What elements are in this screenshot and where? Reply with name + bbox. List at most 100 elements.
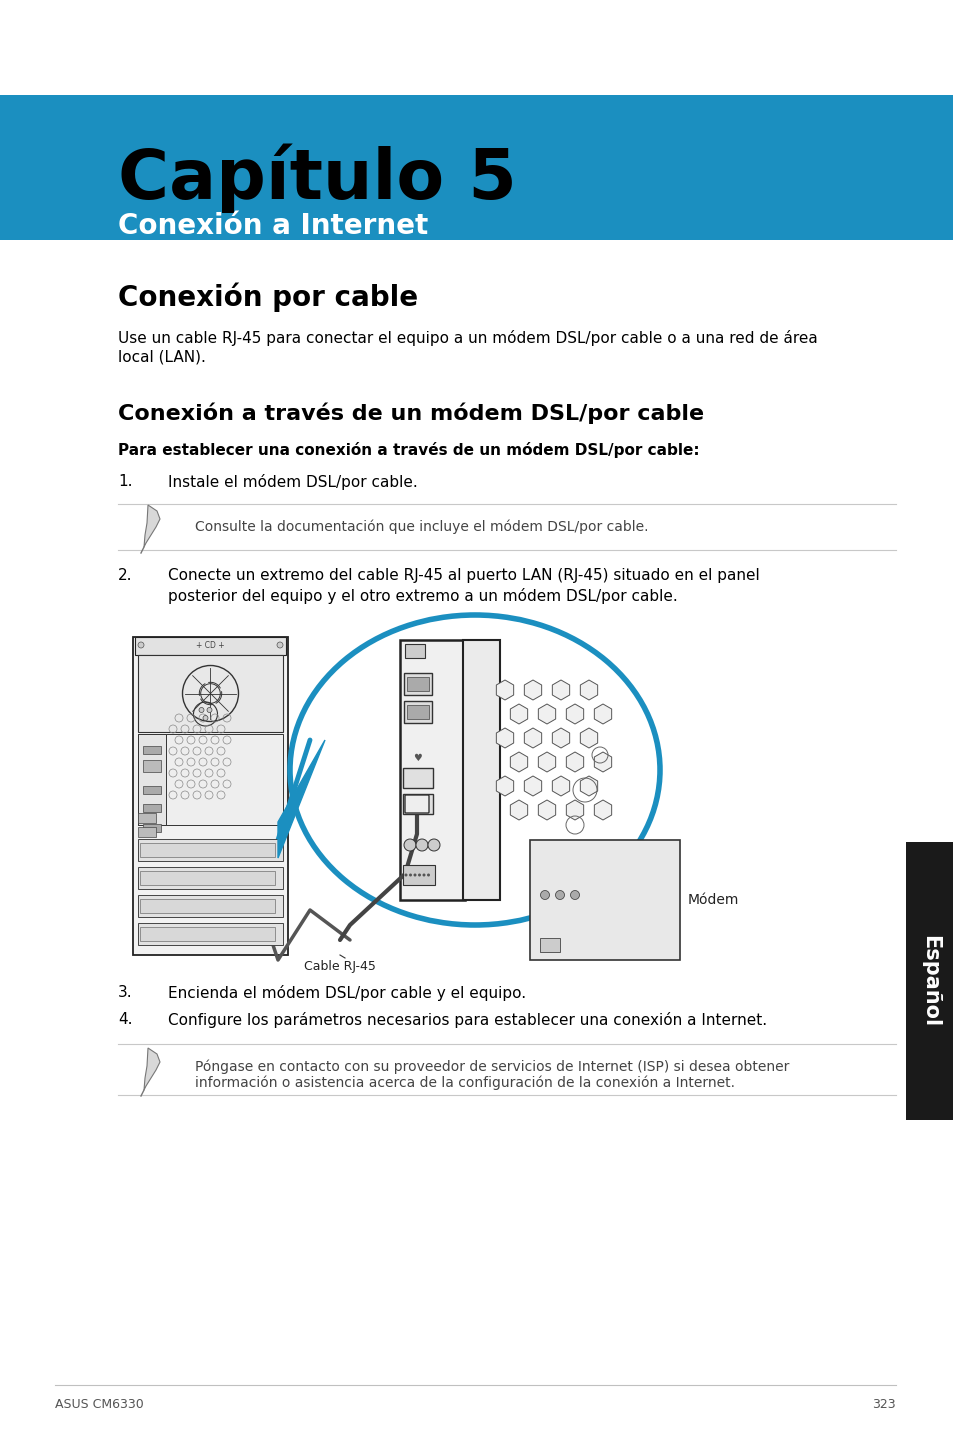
Polygon shape <box>579 728 597 748</box>
Bar <box>530 840 679 961</box>
Polygon shape <box>537 752 555 772</box>
Bar <box>140 843 274 857</box>
Circle shape <box>413 873 416 877</box>
Text: ASUS CM6330: ASUS CM6330 <box>55 1399 144 1412</box>
Polygon shape <box>594 800 611 820</box>
Text: 323: 323 <box>871 1399 895 1412</box>
Polygon shape <box>496 728 513 748</box>
Circle shape <box>199 707 204 712</box>
Polygon shape <box>566 752 583 772</box>
Circle shape <box>276 641 283 649</box>
Text: Conexión a Internet: Conexión a Internet <box>118 211 428 240</box>
Polygon shape <box>552 777 569 797</box>
Circle shape <box>427 873 430 877</box>
Text: Encienda el módem DSL/por cable y el equipo.: Encienda el módem DSL/por cable y el equ… <box>168 985 525 1001</box>
Bar <box>140 899 274 913</box>
Text: 3.: 3. <box>118 985 132 999</box>
Polygon shape <box>496 777 513 797</box>
Circle shape <box>138 641 144 649</box>
Polygon shape <box>524 728 541 748</box>
Polygon shape <box>510 705 527 723</box>
Circle shape <box>570 890 578 900</box>
Circle shape <box>409 873 412 877</box>
Bar <box>143 761 161 772</box>
Bar <box>905 843 953 1120</box>
Bar <box>138 733 166 825</box>
Polygon shape <box>552 680 569 700</box>
Text: Conexión por cable: Conexión por cable <box>118 282 417 312</box>
Ellipse shape <box>290 615 659 925</box>
Circle shape <box>540 890 549 900</box>
Text: Módem: Módem <box>687 893 739 907</box>
Polygon shape <box>144 505 160 546</box>
Bar <box>402 866 435 884</box>
Text: Use un cable RJ-45 para conectar el equipo a un módem DSL/por cable o a una red : Use un cable RJ-45 para conectar el equi… <box>118 329 817 347</box>
Bar <box>403 700 432 723</box>
Polygon shape <box>537 800 555 820</box>
Text: + CD +: + CD + <box>196 641 225 650</box>
Polygon shape <box>566 705 583 723</box>
Circle shape <box>403 838 416 851</box>
Bar <box>402 768 433 788</box>
Circle shape <box>428 838 439 851</box>
Polygon shape <box>496 680 513 700</box>
Polygon shape <box>510 752 527 772</box>
Bar <box>399 640 464 900</box>
Bar <box>138 733 283 825</box>
Polygon shape <box>524 680 541 700</box>
Bar <box>138 827 156 837</box>
Bar <box>138 923 283 945</box>
Bar <box>407 677 429 692</box>
Text: Cable RJ-45: Cable RJ-45 <box>304 961 375 974</box>
Polygon shape <box>144 1048 160 1090</box>
Polygon shape <box>566 800 583 820</box>
Circle shape <box>416 838 428 851</box>
Text: ♥: ♥ <box>414 754 422 764</box>
Circle shape <box>404 873 407 877</box>
Bar <box>132 637 288 955</box>
Bar <box>140 871 274 884</box>
Bar <box>143 804 161 812</box>
Text: información o asistencia acerca de la configuración de la conexión a Internet.: información o asistencia acerca de la co… <box>194 1076 734 1090</box>
Bar <box>539 938 559 952</box>
Circle shape <box>203 716 208 720</box>
Text: Conecte un extremo del cable RJ-45 al puerto LAN (RJ-45) situado en el panel: Conecte un extremo del cable RJ-45 al pu… <box>168 568 759 582</box>
Bar <box>138 838 283 861</box>
Text: posterior del equipo y el otro extremo a un módem DSL/por cable.: posterior del equipo y el otro extremo a… <box>168 588 677 604</box>
Bar <box>140 928 274 940</box>
Bar <box>407 705 429 719</box>
Polygon shape <box>524 777 541 797</box>
Bar <box>143 746 161 754</box>
Bar <box>138 654 283 732</box>
Text: local (LAN).: local (LAN). <box>118 349 206 365</box>
Polygon shape <box>510 800 527 820</box>
Text: 2.: 2. <box>118 568 132 582</box>
Bar <box>138 812 156 823</box>
Bar <box>405 644 424 659</box>
Bar <box>403 673 432 695</box>
Text: Conexión a través de un módem DSL/por cable: Conexión a través de un módem DSL/por ca… <box>118 403 703 424</box>
Text: 4.: 4. <box>118 1012 132 1027</box>
Text: Capítulo 5: Capítulo 5 <box>118 144 517 213</box>
Polygon shape <box>579 680 597 700</box>
Bar <box>135 637 286 654</box>
Polygon shape <box>537 705 555 723</box>
Circle shape <box>555 890 564 900</box>
Circle shape <box>422 873 425 877</box>
Text: Instale el módem DSL/por cable.: Instale el módem DSL/por cable. <box>168 475 417 490</box>
Text: 1.: 1. <box>118 475 132 489</box>
Circle shape <box>417 873 420 877</box>
Polygon shape <box>594 705 611 723</box>
Bar <box>143 787 161 794</box>
Bar <box>143 824 161 833</box>
Polygon shape <box>594 752 611 772</box>
Bar <box>462 640 499 900</box>
Text: Consulte la documentación que incluye el módem DSL/por cable.: Consulte la documentación que incluye el… <box>194 519 648 535</box>
Text: Póngase en contacto con su proveedor de servicios de Internet (ISP) si desea obt: Póngase en contacto con su proveedor de … <box>194 1058 788 1074</box>
Polygon shape <box>277 741 325 858</box>
Circle shape <box>207 707 212 712</box>
Bar <box>138 894 283 917</box>
Bar <box>402 794 433 814</box>
Text: Configure los parámetros necesarios para establecer una conexión a Internet.: Configure los parámetros necesarios para… <box>168 1012 766 1028</box>
FancyBboxPatch shape <box>405 795 429 812</box>
